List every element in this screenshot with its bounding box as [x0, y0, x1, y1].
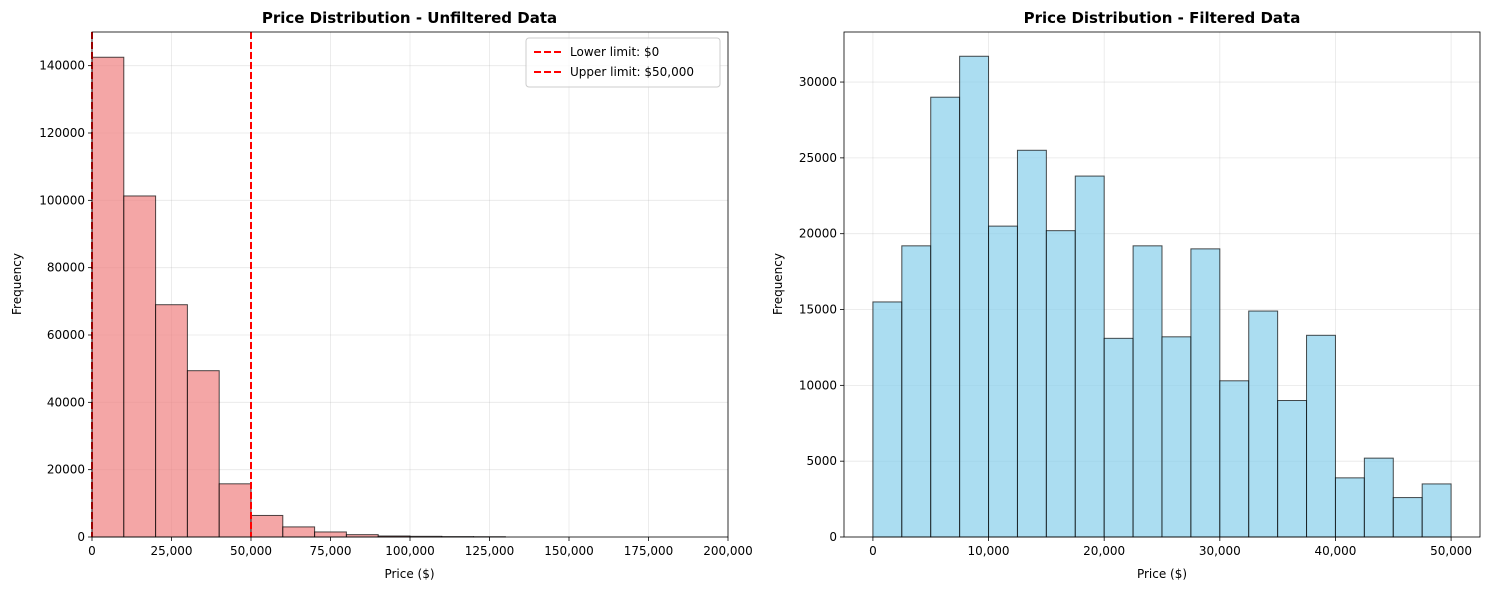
- y-tick-label: 120000: [39, 126, 85, 140]
- legend-box: [525, 37, 721, 88]
- unfiltered-legend: Lower limit: $0 Upper limit: $50,000: [525, 37, 721, 88]
- legend-entry-label: Lower limit: $0: [570, 45, 659, 59]
- unfiltered-chart-xlabel: Price ($): [384, 567, 434, 581]
- x-tick-label: 200,000: [703, 544, 753, 558]
- x-tick-label: 10,000: [968, 544, 1010, 558]
- y-tick-label: 5000: [806, 454, 837, 468]
- histogram-bar: [1248, 310, 1279, 538]
- filtered-bars: [872, 55, 1452, 538]
- y-tick-label: 20000: [47, 463, 85, 477]
- histogram-bar: [930, 96, 961, 538]
- histogram-bar: [1161, 336, 1192, 538]
- legend-entry-label: Upper limit: $50,000: [570, 65, 694, 79]
- histogram-bar: [314, 531, 347, 538]
- filtered-chart-xlabel: Price ($): [1137, 567, 1187, 581]
- histogram-bar: [1045, 230, 1076, 538]
- y-tick-label: 30000: [799, 75, 837, 89]
- filtered-chart-ylabel: Frequency: [771, 253, 785, 315]
- y-tick-label: 100000: [39, 193, 85, 207]
- histogram-bar: [1421, 483, 1452, 538]
- x-tick-label: 175,000: [624, 544, 674, 558]
- histogram-bar: [1016, 149, 1047, 538]
- histogram-bar: [901, 245, 932, 538]
- y-tick-label: 140000: [39, 59, 85, 73]
- y-tick-label: 40000: [47, 395, 85, 409]
- filtered-axes-frame: [843, 31, 1481, 538]
- histogram-bar: [1219, 380, 1250, 538]
- histogram-bar: [988, 225, 1018, 538]
- x-tick-label: 75,000: [310, 544, 352, 558]
- histogram-bar: [1306, 334, 1336, 538]
- y-tick-label: 80000: [47, 261, 85, 275]
- histogram-bar: [1277, 400, 1308, 538]
- x-tick-label: 125,000: [465, 544, 515, 558]
- y-tick-label: 0: [77, 530, 85, 544]
- unfiltered-chart-ylabel: Frequency: [10, 253, 24, 315]
- y-tick-label: 25000: [799, 151, 837, 165]
- unfiltered-chart-title: Price Distribution - Unfiltered Data: [262, 9, 557, 27]
- histogram-bar: [1363, 457, 1394, 538]
- x-tick-label: 40,000: [1314, 544, 1356, 558]
- x-tick-label: 0: [88, 544, 96, 558]
- histogram-bar: [186, 370, 220, 538]
- histogram-bar: [1103, 337, 1134, 538]
- histogram-bar: [123, 195, 157, 538]
- unfiltered-bars: [91, 56, 506, 538]
- histogram-bar: [1392, 497, 1423, 538]
- histogram-bar: [282, 526, 316, 538]
- x-tick-label: 150,000: [544, 544, 594, 558]
- histogram-bar: [959, 55, 990, 538]
- x-tick-label: 50,000: [230, 544, 272, 558]
- histogram-bar: [1074, 175, 1105, 538]
- x-tick-label: 25,000: [151, 544, 193, 558]
- y-tick-label: 60000: [47, 328, 85, 342]
- filtered-chart-title: Price Distribution - Filtered Data: [1024, 9, 1301, 27]
- histogram-bar: [218, 483, 252, 538]
- y-tick-label: 0: [829, 530, 837, 544]
- histogram-bar: [91, 56, 125, 538]
- y-tick-label: 20000: [799, 227, 837, 241]
- histogram-bar: [1334, 477, 1365, 538]
- histogram-bar: [1132, 245, 1163, 538]
- y-tick-label: 10000: [799, 378, 837, 392]
- filtered-chart: Price Distribution - Filtered Data Price…: [771, 9, 1481, 581]
- x-tick-label: 20,000: [1083, 544, 1125, 558]
- x-tick-label: 0: [869, 544, 877, 558]
- histogram-bar: [250, 514, 284, 538]
- histogram-bar: [155, 304, 188, 538]
- histogram-bar: [872, 301, 903, 538]
- y-tick-label: 15000: [799, 303, 837, 317]
- histogram-bar: [1190, 248, 1221, 538]
- unfiltered-chart: Price Distribution - Unfiltered Data Pri…: [10, 9, 753, 581]
- x-tick-label: 100,000: [385, 544, 435, 558]
- x-tick-label: 30,000: [1199, 544, 1241, 558]
- x-tick-label: 50,000: [1430, 544, 1472, 558]
